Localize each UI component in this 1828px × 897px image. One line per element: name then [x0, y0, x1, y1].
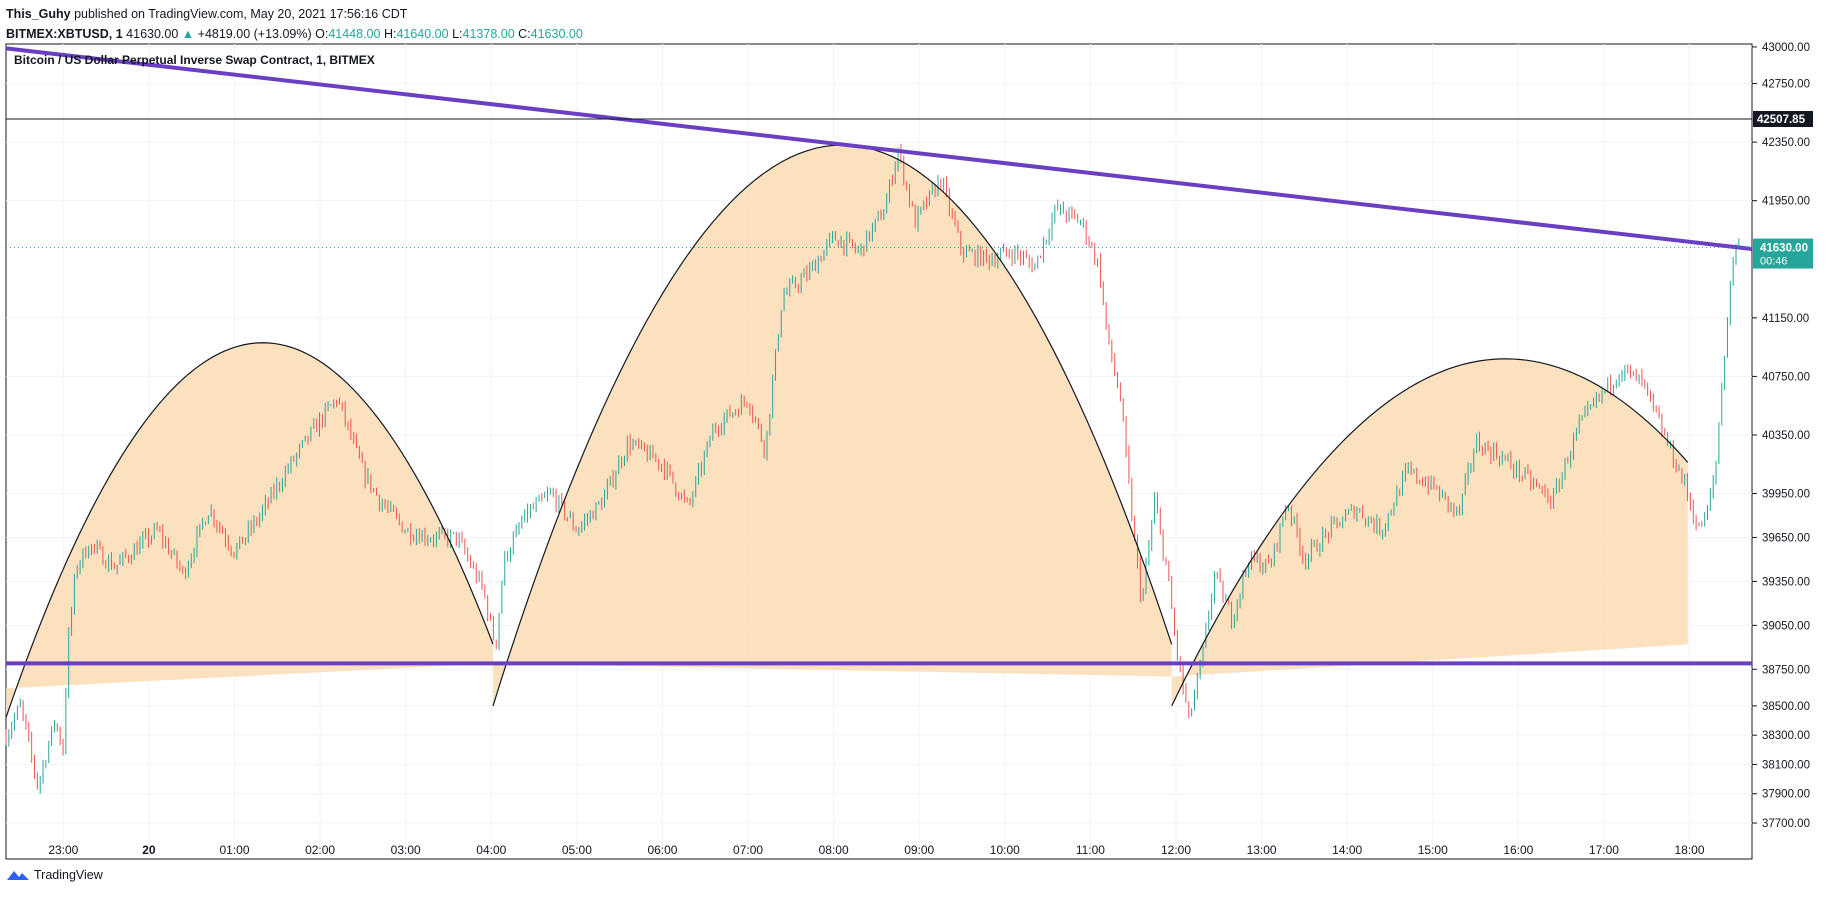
y-tick-label: 43000.00 [1762, 42, 1810, 54]
x-tick-label: 16:00 [1503, 843, 1533, 857]
x-tick-label: 23:00 [48, 843, 78, 857]
horizontal-level-label: 42507.85 [1757, 114, 1806, 126]
drawing-overlays[interactable] [5, 46, 1753, 718]
y-tick-label: 40750.00 [1762, 371, 1810, 383]
tradingview-brand: TradingView [34, 868, 103, 882]
pattern-fills [6, 145, 1688, 718]
high-label: H: [383, 27, 397, 41]
x-tick-label: 08:00 [819, 843, 849, 857]
left-shoulder-arc-fill [6, 342, 493, 718]
x-tick-label: 17:00 [1589, 843, 1619, 857]
x-tick-label: 13:00 [1247, 843, 1277, 857]
change-arrow-icon: ▲ [181, 27, 195, 41]
y-tick-label: 41150.00 [1762, 313, 1809, 325]
last-price-label: 41630.00 [1760, 243, 1808, 255]
x-tick-label: 05:00 [562, 843, 592, 857]
y-tick-label: 42750.00 [1762, 79, 1810, 91]
ohlc-line: BITMEX:XBTUSD, 1 41630.00 ▲ +4819.00 (+1… [6, 24, 583, 44]
close-label: C: [518, 27, 531, 41]
close-value: 41630.00 [530, 27, 583, 41]
x-tick-label: 01:00 [220, 843, 250, 857]
footer[interactable]: TradingView [6, 868, 103, 882]
y-tick-label: 40350.00 [1762, 430, 1810, 442]
time-axis[interactable]: 23:00 20 01:00 02:00 03:00 04:00 05:00 06:00 07:… [48, 843, 1705, 857]
x-tick-label: 07:00 [733, 843, 763, 857]
x-tick-label: 18:00 [1675, 843, 1705, 857]
x-tick-label: 11:00 [1076, 843, 1105, 857]
x-tick-label: 14:00 [1332, 843, 1362, 857]
countdown-label: 00:46 [1760, 256, 1788, 268]
x-tick-label: 15:00 [1418, 843, 1448, 857]
plot-frame [5, 43, 1753, 860]
left-shoulder-arc [5, 342, 494, 718]
author-name[interactable]: This_Guhy [6, 7, 71, 21]
chart-title: Bitcoin / US Dollar Perpetual Inverse Sw… [14, 53, 375, 67]
y-tick-label: 37900.00 [1762, 789, 1810, 801]
x-tick-label: 20 [142, 843, 156, 857]
y-tick-label: 41950.00 [1762, 196, 1810, 208]
head-arc [492, 144, 1173, 707]
y-tick-label: 38500.00 [1762, 701, 1810, 713]
y-tick-label: 39950.00 [1762, 489, 1810, 501]
open-label: O: [315, 27, 329, 41]
x-tick-label: 10:00 [990, 843, 1020, 857]
y-tick-label: 38100.00 [1762, 759, 1810, 771]
open-value: 41448.00 [328, 27, 381, 41]
right-shoulder-arc [1171, 358, 1689, 707]
x-tick-label: 03:00 [391, 843, 421, 857]
y-tick-label: 39050.00 [1762, 620, 1810, 632]
candles[interactable] [5, 143, 1740, 794]
chart-header: This_Guhy published on TradingView.com, … [6, 4, 583, 44]
x-tick-label: 02:00 [305, 843, 335, 857]
horizontal-level-tag [1753, 110, 1813, 127]
high-value: 41640.00 [396, 27, 449, 41]
low-label: L: [452, 27, 463, 41]
publish-info: published on TradingView.com, May 20, 20… [74, 7, 408, 21]
y-tick-label: 38300.00 [1762, 730, 1810, 742]
right-shoulder-arc-fill [1171, 358, 1688, 706]
symbol-label: BITMEX:XBTUSD, 1 [6, 27, 123, 41]
x-tick-label: 12:00 [1161, 843, 1191, 857]
tradingview-logo-icon [7, 871, 29, 880]
y-tick-label: 38750.00 [1762, 664, 1810, 676]
x-tick-label: 06:00 [647, 843, 677, 857]
publish-line: This_Guhy published on TradingView.com, … [6, 4, 583, 24]
x-tick-label: 09:00 [904, 843, 934, 857]
change-value: +4819.00 (+13.09%) [197, 27, 312, 41]
price-axis[interactable]: 43000.00 42750.00 42350.00 41950.00 41150.00… [1752, 42, 1813, 830]
low-value: 41378.00 [462, 27, 515, 41]
last-price-tag [1753, 238, 1813, 269]
head-arc-fill [492, 145, 1172, 706]
resistance-trendline [5, 46, 1753, 251]
y-tick-label: 39350.00 [1762, 576, 1810, 588]
y-tick-label: 37700.00 [1762, 818, 1810, 830]
x-tick-label: 04:00 [476, 843, 506, 857]
y-tick-label: 42350.00 [1762, 137, 1810, 149]
last-price: 41630.00 [126, 27, 179, 41]
y-tick-label: 39650.00 [1762, 532, 1810, 544]
